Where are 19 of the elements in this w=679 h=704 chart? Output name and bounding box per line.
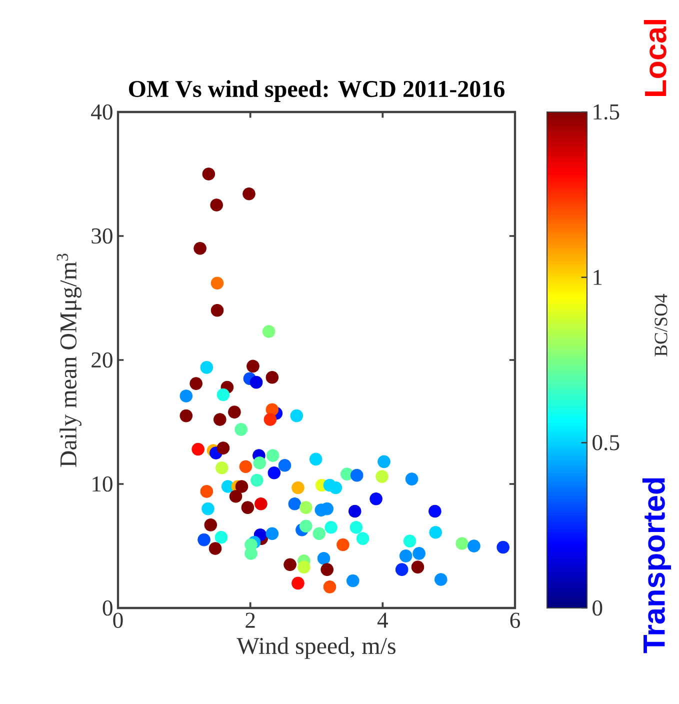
color-bar-label: 0 (592, 600, 602, 616)
y-tick-label: 40 (91, 104, 112, 120)
x-tick-label: 6 (510, 612, 520, 628)
color-bar-label: 1.5 (594, 104, 620, 120)
color-bar-label: 0.5 (592, 434, 620, 450)
y-tick-label: 20 (92, 352, 112, 368)
y-tick-label: 30 (92, 228, 112, 244)
x-tick-label: 2 (246, 612, 255, 628)
x-tick-label: 4 (377, 612, 388, 628)
color-bar-label: 1 (594, 270, 602, 285)
x-axis-title: Wind speed, m/s (236, 637, 396, 659)
y-tick-label: 0 (102, 600, 112, 616)
y-axis-title: Daily mean OMμg/m$^{3}$ (56, 254, 82, 467)
color-bar-title: BC/SO4 (654, 294, 668, 356)
text: Local (644, 20, 666, 96)
y-tick-label: 10 (92, 476, 112, 492)
x-tick-label: 0 (113, 612, 123, 628)
chart-title: OM Vs wind speed: WCD 2011-2016 (128, 80, 504, 102)
text: Transported (642, 478, 672, 654)
